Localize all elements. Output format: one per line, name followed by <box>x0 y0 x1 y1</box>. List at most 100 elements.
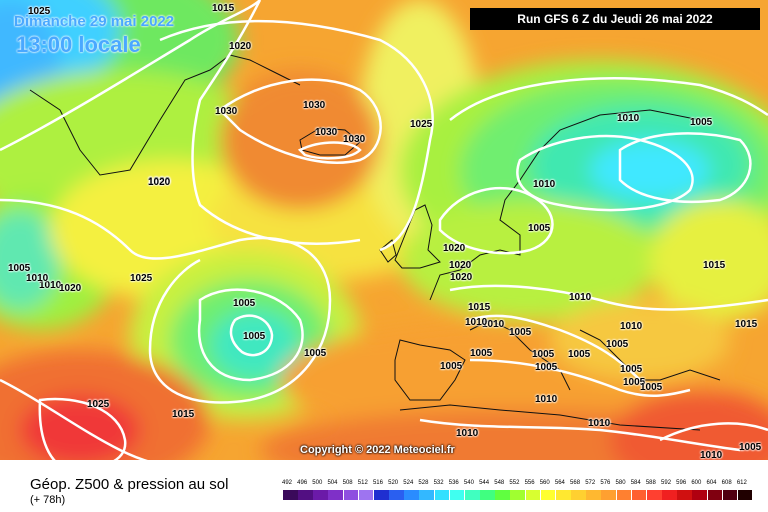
pressure-label: 1005 <box>233 298 256 309</box>
pressure-label: 1020 <box>148 177 171 188</box>
pressure-label: 1005 <box>690 117 713 128</box>
scale-color-cell <box>616 490 632 500</box>
isobar-1005-east <box>618 132 752 204</box>
scale-tick-label: 588 <box>645 480 656 486</box>
north-africa-coast <box>399 404 701 431</box>
weather-map: Dimanche 29 mai 2022 13:00 locale Run GF… <box>0 0 768 470</box>
valid-date: Dimanche 29 mai 2022 <box>14 13 175 30</box>
scale-color-cell <box>298 490 313 500</box>
scale-tick-label: 568 <box>570 480 581 486</box>
scale-color-cell <box>313 490 328 500</box>
scale-color-cell <box>525 490 541 500</box>
pressure-label: 1030 <box>315 127 338 138</box>
scale-color-cell <box>343 490 359 500</box>
pressure-label: 1005 <box>440 361 463 372</box>
pressure-label: 1005 <box>640 382 663 393</box>
pressure-label: 1010 <box>569 292 592 303</box>
scale-tick-label: 580 <box>615 480 626 486</box>
pressure-label: 1015 <box>468 302 491 313</box>
scale-tick-label: 592 <box>661 480 672 486</box>
scale-color-cell <box>495 490 510 500</box>
scale-color-cell <box>631 490 647 500</box>
pressure-label: 1030 <box>303 100 326 111</box>
scale-color-cell <box>283 490 298 500</box>
north-europe-coast <box>429 109 701 301</box>
pressure-label: 1005 <box>470 348 493 359</box>
isobar-1010-low <box>516 134 694 212</box>
scale-tick-label: 576 <box>600 480 611 486</box>
pressure-label: 1010 <box>588 418 611 429</box>
isobar-1010-med <box>469 314 641 381</box>
pressure-label: 1010 <box>26 273 49 284</box>
scale-color-cell <box>692 490 707 500</box>
pressure-label: 1010 <box>456 428 479 439</box>
scale-color-cell <box>464 490 480 500</box>
scale-tick-label: 516 <box>372 480 383 486</box>
pressure-label: 1005 <box>739 442 762 453</box>
scale-color-cell <box>555 490 571 500</box>
scale-color-cell <box>434 490 450 500</box>
scale-tick-label: 600 <box>691 480 702 486</box>
scale-color-cell <box>662 490 677 500</box>
pressure-label: 1025 <box>410 119 433 130</box>
scale-color-cell <box>328 490 344 500</box>
pressure-label: 1015 <box>212 3 235 14</box>
pressure-label: 1025 <box>87 399 110 410</box>
scale-color-cell <box>677 490 692 500</box>
scale-tick-label: 604 <box>706 480 717 486</box>
scale-tick-label: 520 <box>388 480 399 486</box>
scale-tick-label: 496 <box>297 480 308 486</box>
pressure-label: 1005 <box>623 377 646 388</box>
scale-tick-label: 544 <box>479 480 490 486</box>
scale-tick-label: 512 <box>357 480 368 486</box>
scale-tick-label: 504 <box>327 480 338 486</box>
scale-color-cell <box>646 490 662 500</box>
scale-tick-label: 508 <box>342 480 353 486</box>
pressure-label: 1020 <box>229 41 252 52</box>
pressure-label: 1010 <box>482 319 505 330</box>
scale-color-cell <box>601 490 617 500</box>
pressure-label: 1005 <box>509 327 532 338</box>
pressure-label: 1010 <box>465 317 488 328</box>
pressure-label: 1005 <box>535 362 558 373</box>
pressure-label: 1015 <box>703 260 726 271</box>
pressure-label: 1005 <box>606 339 629 350</box>
scale-tick-label: 540 <box>463 480 474 486</box>
run-info: Run GFS 6 Z du Jeudi 26 mai 2022 <box>470 8 760 30</box>
pressure-label: 1005 <box>8 263 31 274</box>
pressure-label: 1005 <box>243 331 266 342</box>
isobar-1030-inner <box>297 141 362 160</box>
scale-color-cell <box>449 490 465 500</box>
scale-color-cell <box>722 490 738 500</box>
pressure-label: 1010 <box>39 280 62 291</box>
lead-time: (+ 78h) <box>30 494 66 506</box>
pressure-label: 1005 <box>528 223 551 234</box>
scale-tick-label: 596 <box>676 480 687 486</box>
valid-time: 13:00 locale <box>16 32 141 57</box>
pressure-label: 1025 <box>130 273 153 284</box>
scale-tick-label: 500 <box>312 480 323 486</box>
isobar-1010-north <box>449 77 768 121</box>
geopotential-field <box>0 0 768 470</box>
scale-tick-label: 564 <box>554 480 565 486</box>
pressure-label: 1010 <box>617 113 640 124</box>
isobar-1015-atl <box>0 198 332 404</box>
pressure-label: 1005 <box>532 349 555 360</box>
copyright-text: Copyright © 2022 Meteociel.fr <box>300 444 455 456</box>
isobar-1005-med <box>469 358 691 398</box>
pressure-label: 1020 <box>59 283 82 294</box>
isobar-1020-west <box>0 0 261 152</box>
scale-tick-label: 560 <box>539 480 550 486</box>
pressure-label: 1005 <box>304 348 327 359</box>
scale-tick-label: 556 <box>524 480 535 486</box>
isobar-1005-se <box>659 422 768 442</box>
scale-tick-label: 524 <box>403 480 414 486</box>
iceland-coast <box>299 127 361 156</box>
scale-tick-label: 492 <box>281 480 292 486</box>
color-field <box>0 0 768 470</box>
pressure-label: 1010 <box>535 394 558 405</box>
pressure-label: 1005 <box>620 364 643 375</box>
scale-tick-label: 552 <box>509 480 520 486</box>
isobar-1030-iceland <box>218 78 382 164</box>
isobar-1005-atl-inner <box>229 314 274 357</box>
